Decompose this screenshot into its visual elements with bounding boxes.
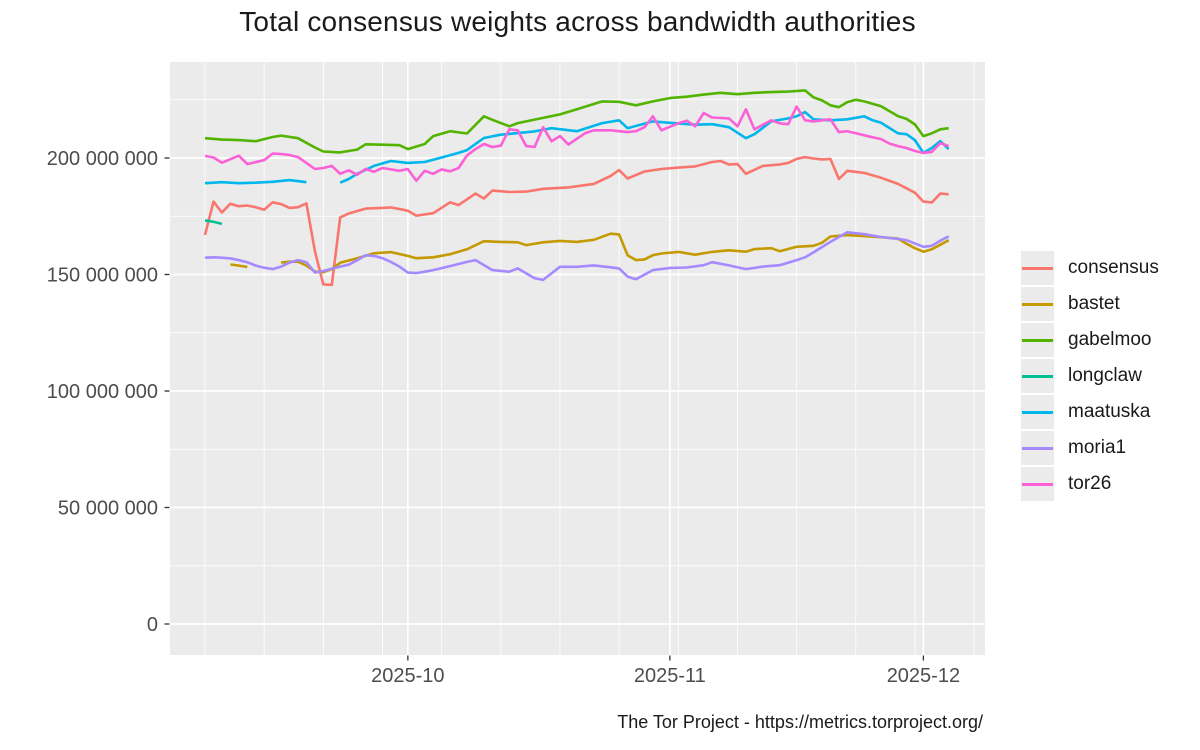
legend-key-swatch-maatuska	[1021, 395, 1054, 429]
legend-key-swatch-gabelmoo	[1021, 323, 1054, 357]
legend-item-moria1: moria1	[1021, 430, 1200, 466]
legend-line-icon	[1022, 482, 1053, 486]
series-line-gabelmoo	[204, 89, 949, 154]
series-line-maatuska	[204, 178, 307, 185]
chart-title: Total consensus weights across bandwidth…	[239, 6, 916, 37]
legend-label-moria1: moria1	[1068, 437, 1127, 458]
legend-line-icon	[1022, 446, 1053, 450]
legend-line-icon	[1022, 266, 1053, 270]
legend-item-consensus: consensus	[1021, 250, 1200, 286]
legend-line-icon	[1022, 302, 1053, 306]
legend-label-tor26: tor26	[1068, 473, 1112, 494]
y-tick-label: 200 000 000	[47, 148, 158, 170]
series-line-longclaw	[204, 219, 223, 226]
x-tick-label: 2025-11	[634, 665, 706, 687]
legend-label-longclaw: longclaw	[1068, 365, 1142, 386]
y-tick-label: 150 000 000	[47, 265, 158, 287]
legend-label-consensus: consensus	[1068, 257, 1159, 278]
legend-line-icon	[1022, 338, 1053, 342]
x-tick-label: 2025-10	[371, 665, 444, 687]
legend-label-gabelmoo: gabelmoo	[1068, 329, 1152, 350]
y-tick-label: 50 000 000	[58, 498, 158, 520]
legend-key-swatch-moria1	[1021, 431, 1054, 465]
legend-label-bastet: bastet	[1068, 293, 1120, 314]
caption: The Tor Project - https://metrics.torpro…	[617, 712, 983, 732]
legend-key-swatch-consensus	[1021, 251, 1054, 285]
legend-item-longclaw: longclaw	[1021, 358, 1200, 394]
series-line-bastet	[230, 263, 248, 269]
x-tick-label: 2025-12	[887, 665, 960, 687]
series-line-consensus	[203, 155, 949, 287]
series-line-moria1	[204, 231, 950, 282]
legend-key-swatch-tor26	[1021, 467, 1054, 501]
legend-key-swatch-longclaw	[1021, 359, 1054, 393]
legend-key-swatch-bastet	[1021, 287, 1054, 321]
legend-item-bastet: bastet	[1021, 286, 1200, 322]
y-tick-label: 0	[147, 614, 158, 636]
legend-item-tor26: tor26	[1021, 466, 1200, 502]
legend-line-icon	[1022, 410, 1053, 414]
legend-item-gabelmoo: gabelmoo	[1021, 322, 1200, 358]
legend: consensus bastet gabelmoo longclaw maatuska m…	[1021, 250, 1200, 502]
legend-label-maatuska: maatuska	[1068, 401, 1151, 422]
plot-panel	[170, 62, 985, 655]
y-tick-label: 100 000 000	[47, 381, 158, 403]
legend-line-icon	[1022, 374, 1053, 378]
legend-item-maatuska: maatuska	[1021, 394, 1200, 430]
series-line-tor26	[204, 105, 950, 183]
